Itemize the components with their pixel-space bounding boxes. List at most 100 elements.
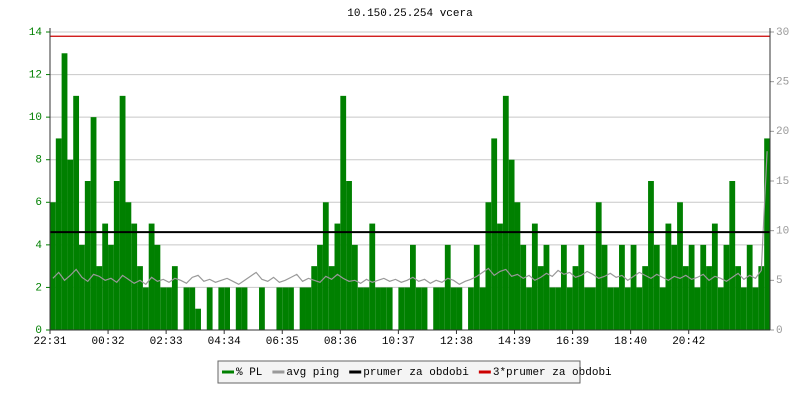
bar bbox=[590, 287, 596, 330]
bar bbox=[171, 266, 178, 330]
bar bbox=[706, 266, 712, 330]
x-tick-label: 18:40 bbox=[614, 336, 647, 348]
bar bbox=[346, 181, 352, 330]
bar bbox=[694, 287, 701, 330]
bar bbox=[166, 287, 172, 330]
bar bbox=[601, 244, 608, 330]
bar bbox=[206, 287, 213, 330]
bar bbox=[61, 53, 68, 331]
bar bbox=[630, 244, 637, 330]
bar bbox=[584, 287, 590, 330]
bar bbox=[636, 287, 643, 330]
bar bbox=[502, 95, 509, 330]
bar bbox=[102, 223, 109, 330]
bar bbox=[520, 244, 527, 330]
bar bbox=[322, 202, 329, 330]
bar bbox=[276, 287, 283, 330]
bar bbox=[369, 223, 376, 330]
bar bbox=[404, 287, 410, 330]
bar bbox=[305, 287, 312, 330]
bar bbox=[555, 287, 561, 330]
bar bbox=[288, 287, 294, 330]
x-tick-label: 20:42 bbox=[672, 336, 705, 348]
y2-tick-label: 15 bbox=[776, 176, 789, 188]
bar bbox=[613, 287, 620, 330]
bar bbox=[334, 223, 341, 330]
y2-tick-label: 25 bbox=[776, 77, 789, 89]
bar bbox=[729, 181, 736, 330]
bar bbox=[241, 287, 248, 330]
bar bbox=[142, 287, 149, 330]
y-tick-label: 14 bbox=[29, 27, 43, 39]
bar bbox=[473, 244, 480, 330]
bar bbox=[96, 266, 103, 330]
bar bbox=[485, 202, 492, 330]
x-tick-label: 04:34 bbox=[208, 336, 241, 348]
bar bbox=[717, 287, 724, 330]
bar bbox=[468, 287, 474, 330]
bar bbox=[456, 287, 463, 330]
legend-label: prumer za obdobi bbox=[363, 367, 469, 379]
bar bbox=[549, 287, 556, 330]
bar bbox=[665, 223, 672, 330]
bar bbox=[682, 266, 689, 330]
bar bbox=[537, 266, 544, 330]
bar bbox=[160, 287, 167, 330]
bar bbox=[363, 287, 370, 330]
bar bbox=[50, 202, 56, 330]
bar bbox=[380, 287, 387, 330]
bar bbox=[531, 223, 538, 330]
bar bbox=[119, 95, 126, 330]
bar bbox=[624, 287, 631, 330]
bar bbox=[125, 202, 132, 330]
bar bbox=[723, 244, 730, 330]
legend-label: avg ping bbox=[286, 367, 339, 379]
bar bbox=[108, 244, 114, 330]
bar bbox=[653, 244, 660, 330]
bar bbox=[55, 138, 62, 330]
bar bbox=[758, 266, 765, 330]
bar bbox=[421, 287, 428, 330]
bar bbox=[351, 244, 358, 330]
x-tick-label: 16:39 bbox=[556, 336, 589, 348]
bar bbox=[90, 117, 97, 331]
bar bbox=[642, 266, 649, 330]
bar bbox=[386, 287, 393, 330]
bar bbox=[79, 244, 85, 330]
bar bbox=[259, 287, 265, 330]
bar bbox=[700, 244, 707, 330]
bar bbox=[375, 287, 381, 330]
y-tick-label: 0 bbox=[35, 325, 42, 337]
y-tick-label: 6 bbox=[35, 197, 42, 209]
bar bbox=[578, 244, 585, 330]
bar bbox=[433, 287, 440, 330]
bar bbox=[282, 287, 289, 330]
bar bbox=[497, 223, 503, 330]
bar bbox=[73, 95, 80, 330]
y-tick-label: 12 bbox=[29, 69, 42, 81]
bar bbox=[195, 308, 201, 330]
x-tick-label: 06:35 bbox=[266, 336, 299, 348]
x-tick-label: 02:33 bbox=[150, 336, 183, 348]
bar bbox=[572, 266, 579, 330]
bar bbox=[677, 202, 683, 330]
bar bbox=[560, 244, 567, 330]
bar bbox=[740, 287, 747, 330]
bar bbox=[735, 266, 741, 330]
x-tick-label: 00:32 bbox=[92, 336, 125, 348]
bar bbox=[514, 202, 521, 330]
y2-tick-label: 20 bbox=[776, 126, 789, 138]
bar bbox=[508, 159, 515, 330]
bar bbox=[84, 181, 91, 330]
legend-box bbox=[217, 360, 581, 384]
legend-label: 3*prumer za obdobi bbox=[493, 367, 612, 379]
bar bbox=[450, 287, 457, 330]
bar bbox=[317, 244, 323, 330]
x-tick-label: 10:37 bbox=[382, 336, 415, 348]
bar bbox=[764, 138, 770, 330]
bar bbox=[235, 287, 242, 330]
bar bbox=[113, 181, 120, 330]
bar bbox=[671, 244, 678, 330]
chart-title: 10.150.25.254 vcera bbox=[347, 8, 473, 20]
